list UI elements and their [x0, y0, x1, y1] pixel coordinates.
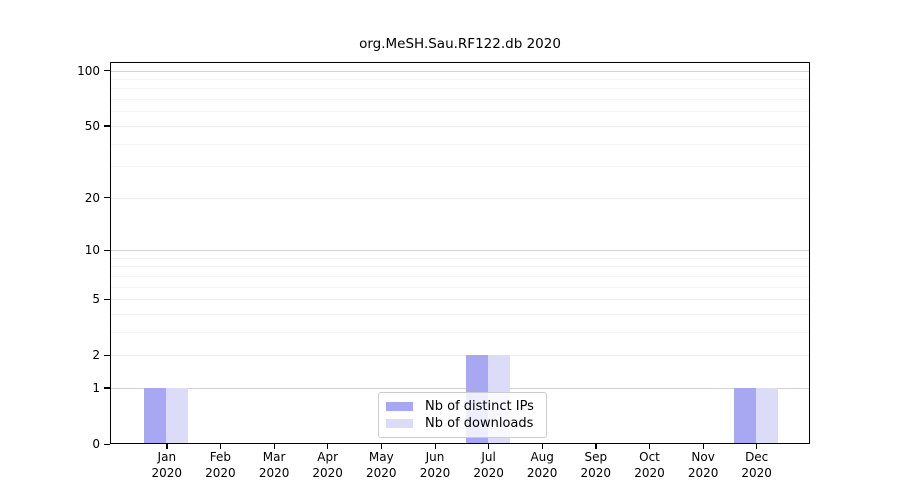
- x-tick-label: Aug 2020: [510, 450, 574, 481]
- x-tick-label: Dec 2020: [725, 450, 789, 481]
- x-tick-label: Feb 2020: [188, 450, 252, 481]
- x-tick-month: Mar: [262, 450, 286, 464]
- legend-swatch-downloads: [386, 419, 413, 429]
- bar-jan-downloads: [165, 387, 188, 444]
- x-tick-label: Mar 2020: [242, 450, 306, 481]
- x-tick-year: 2020: [205, 465, 236, 480]
- bar-dec-distinct-ips: [733, 387, 756, 444]
- x-tick-year: 2020: [687, 465, 719, 480]
- gridline: [111, 355, 809, 357]
- legend-item-downloads: Nb of downloads: [386, 416, 539, 431]
- x-tick-month: Oct: [639, 450, 660, 464]
- legend-swatch-distinct-ips: [386, 401, 413, 411]
- minor-gridline: [111, 257, 809, 259]
- x-tick: [327, 444, 329, 449]
- y-tick-label: 2: [92, 348, 100, 363]
- legend-item-distinct-ips: Nb of distinct IPs: [386, 399, 539, 414]
- x-tick: [756, 444, 758, 449]
- bar-jan-distinct-ips: [143, 387, 166, 444]
- x-tick-label: Apr 2020: [296, 450, 360, 481]
- minor-gridline: [111, 275, 809, 277]
- gridline: [111, 299, 809, 300]
- y-tick: [104, 298, 110, 300]
- minor-gridline: [111, 313, 809, 315]
- legend-label-downloads: Nb of downloads: [425, 416, 534, 432]
- gridline: [111, 197, 809, 199]
- x-tick: [166, 444, 168, 449]
- x-tick-label: May 2020: [349, 450, 413, 481]
- major-gridline: [111, 70, 809, 72]
- y-tick: [104, 249, 110, 251]
- y-tick: [104, 387, 110, 389]
- y-tick-label: 0: [92, 437, 100, 451]
- minor-gridline: [111, 286, 809, 288]
- y-tick: [104, 443, 110, 445]
- y-tick-label: 100: [77, 63, 100, 78]
- x-tick-year: 2020: [741, 465, 772, 480]
- y-tick-label: 5: [92, 292, 100, 306]
- y-tick-label: 20: [84, 190, 100, 205]
- major-gridline: [111, 387, 809, 389]
- minor-gridline: [111, 88, 809, 90]
- x-tick: [541, 444, 543, 449]
- x-tick: [219, 444, 222, 449]
- minor-gridline: [111, 143, 809, 145]
- chart-title: org.MeSH.Sau.RF122.db 2020: [359, 36, 561, 52]
- legend: Nb of distinct IPs Nb of downloads: [378, 392, 547, 438]
- major-gridline: [111, 250, 809, 251]
- x-tick-year: 2020: [151, 465, 183, 480]
- x-tick-label: Jan 2020: [135, 450, 199, 481]
- gridline: [111, 125, 809, 127]
- x-tick: [273, 444, 275, 449]
- x-tick-year: 2020: [312, 465, 343, 480]
- x-tick-month: Nov: [691, 450, 715, 464]
- minor-gridline: [111, 99, 809, 101]
- y-tick: [104, 354, 110, 356]
- x-tick-year: 2020: [526, 465, 558, 480]
- x-tick-label: Sep 2020: [564, 450, 628, 481]
- plot-border: [110, 62, 810, 444]
- x-tick-month: Aug: [530, 450, 554, 464]
- x-tick-month: May: [368, 450, 394, 464]
- x-tick-label: Jul 2020: [457, 450, 521, 481]
- minor-gridline: [111, 111, 809, 113]
- bar-dec-downloads: [755, 387, 778, 444]
- x-tick-year: 2020: [634, 465, 665, 480]
- x-tick-month: Jun: [425, 450, 445, 464]
- x-tick: [649, 444, 651, 449]
- x-tick: [595, 444, 597, 449]
- x-tick-year: 2020: [580, 465, 612, 480]
- x-tick: [702, 444, 704, 449]
- y-tick: [104, 70, 110, 72]
- y-tick: [104, 197, 110, 199]
- x-tick-year: 2020: [473, 465, 504, 480]
- x-tick-year: 2020: [366, 465, 397, 480]
- x-tick-month: Dec: [745, 450, 769, 464]
- x-tick-year: 2020: [419, 465, 451, 480]
- x-tick-month: Jan: [157, 450, 177, 464]
- x-tick: [434, 444, 436, 449]
- legend-label-distinct-ips: Nb of distinct IPs: [425, 398, 534, 414]
- y-tick: [104, 125, 110, 127]
- x-tick-month: Feb: [209, 450, 232, 464]
- x-tick-year: 2020: [258, 465, 290, 480]
- x-tick: [488, 444, 490, 449]
- x-tick-label: Oct 2020: [618, 450, 682, 481]
- x-tick-label: Nov 2020: [671, 450, 735, 481]
- x-tick-month: Sep: [584, 450, 608, 464]
- y-tick-label: 50: [84, 118, 100, 133]
- x-tick-label: Jun 2020: [403, 450, 467, 481]
- minor-gridline: [111, 79, 809, 80]
- minor-gridline: [111, 331, 809, 333]
- x-tick: [380, 444, 383, 449]
- minor-gridline: [111, 266, 809, 268]
- x-tick-month: Apr: [317, 450, 339, 464]
- y-tick-label: 10: [84, 243, 100, 257]
- minor-gridline: [111, 166, 809, 168]
- x-tick-month: Jul: [481, 450, 496, 464]
- y-tick-label: 1: [92, 380, 100, 395]
